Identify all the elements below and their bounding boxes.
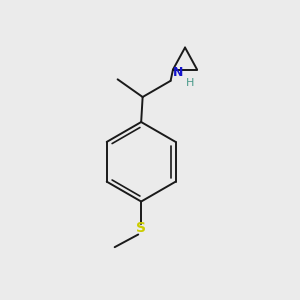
Text: N: N: [172, 66, 183, 79]
Text: S: S: [136, 221, 146, 235]
Text: H: H: [186, 78, 194, 88]
